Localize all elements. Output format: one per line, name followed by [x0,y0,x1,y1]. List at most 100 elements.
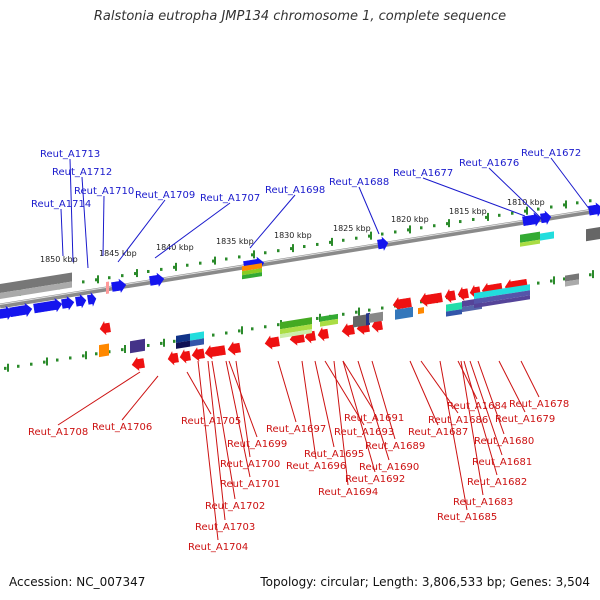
gene-label: Reut_A1701 [220,479,280,490]
gene-label: Reut_A1680 [474,436,534,447]
cyan-feature-box [190,331,204,341]
lime-feature-box [520,239,540,247]
upper-tick-row-dot [511,211,514,215]
leader-line [207,360,226,521]
gene-label: Reut_A1679 [495,414,555,425]
upper-tick-row-dot [407,228,410,232]
leader-line [357,360,390,461]
leader-line [225,360,251,478]
gene-label: Reut_A1697 [266,424,326,435]
gene-label: Reut_A1703 [195,522,255,533]
gene-label: Reut_A1691 [344,413,404,424]
upper-tick-row-dot [589,199,592,203]
forward-gene-arrow [377,236,389,251]
cyan-feature-box [446,302,462,312]
upper-tick-row-dot [186,263,189,267]
gene-label: Reut_A1677 [393,168,453,179]
lime-feature-box [280,329,312,339]
gene-label: Reut_A1713 [40,149,100,160]
scale-label: 1845 kbp [99,249,137,258]
upper-tick-row-dot [316,242,319,246]
leader-line [409,360,439,426]
lower-tick-row-dot [173,339,176,343]
lower-tick-row-dot [4,366,7,370]
backbone [0,207,600,309]
cyan-feature-box [540,231,554,241]
reverse-gene-arrow [264,335,280,350]
gene-label: Reut_A1686 [428,415,488,426]
leader-line [57,371,141,426]
gene-label: Reut_A1690 [359,462,419,473]
gene-label: Reut_A1689 [365,441,425,452]
purple-feature-box [130,338,145,354]
leader-line [550,157,594,215]
upper-tick-row-dot [147,269,150,273]
scale-label: 1825 kbp [333,224,371,233]
gene-features [0,202,600,371]
lower-tick-row-dot [30,362,33,366]
reverse-gene-arrow [444,288,456,304]
leader-line [60,208,64,257]
lower-tick-row-dot [95,352,98,356]
upper-tick-row-dot [537,207,540,211]
lower-tick-row-dot [277,323,280,327]
lower-tick-row-dot [225,331,228,335]
forward-gene-arrow [540,210,552,225]
accession-text: Accession: NC_007347 [9,575,146,589]
orange-feature-box [99,343,109,358]
lower-tick-row-dot [160,341,163,345]
gene-label: Reut_A1712 [52,167,112,178]
upper-tick-row-dot [472,217,475,221]
gene-label: Reut_A1700 [220,459,280,470]
blue-feature-box [446,309,462,317]
reverse-gene-arrow [457,286,469,302]
gene-label: Reut_A1695 [304,449,364,460]
leader-line [371,360,396,440]
leader-line [439,360,468,511]
reverse-gene-arrow [204,345,226,360]
upper-tick-row-dot [238,255,241,259]
scale-label: 1810 kbp [507,198,545,207]
leader-line [460,360,484,496]
forward-gene-arrow [87,292,97,307]
scale-label: 1830 kbp [274,231,312,240]
leader-line [277,360,297,423]
leader-line [69,158,74,263]
upper-tick-row-dot [550,205,553,209]
reverse-gene-arrow [317,327,329,342]
upper-tick-row-dot [485,215,488,219]
lower-tick-row-dot [264,325,267,329]
upper-tick-row-dot [121,274,124,278]
leader-line [211,360,236,500]
gene-label: Reut_A1684 [447,401,507,412]
reverse-gene-arrow [167,351,179,366]
upper-tick-row-dot [576,201,579,205]
upper-tick-row-dot [199,261,202,265]
upper-tick-row-dot [251,253,254,257]
lower-tick-row-dot [82,354,85,358]
forward-gene-arrow [61,296,75,311]
gene-label: Reut_A1682 [467,477,527,488]
lower-tick-row-dot [550,279,553,283]
gene-label: Reut_A1681 [472,457,532,468]
grey-feature-box [369,311,383,323]
upper-tick-row-dot [108,276,111,280]
lime-feature-box [320,318,338,327]
upper-tick-row-dot [212,259,215,263]
gene-label: Reut_A1714 [31,199,91,210]
leader-line [81,176,89,269]
blue-feature-box [395,306,413,320]
leader-line [358,186,380,235]
upper-tick-row-dot [355,236,358,240]
upper-tick-row-dot [342,238,345,242]
navy-feature-box [176,340,190,349]
lower-tick-row-dot [563,277,566,281]
leader-line [477,360,505,435]
upper-tick-row-dot [563,203,566,207]
gene-label: Reut_A1678 [509,399,569,410]
leader-line [488,167,544,221]
leader-line [333,360,349,486]
upper-tick-row-dot [290,247,293,251]
leader-line [463,360,498,476]
gene-label: Reut_A1708 [28,427,88,438]
